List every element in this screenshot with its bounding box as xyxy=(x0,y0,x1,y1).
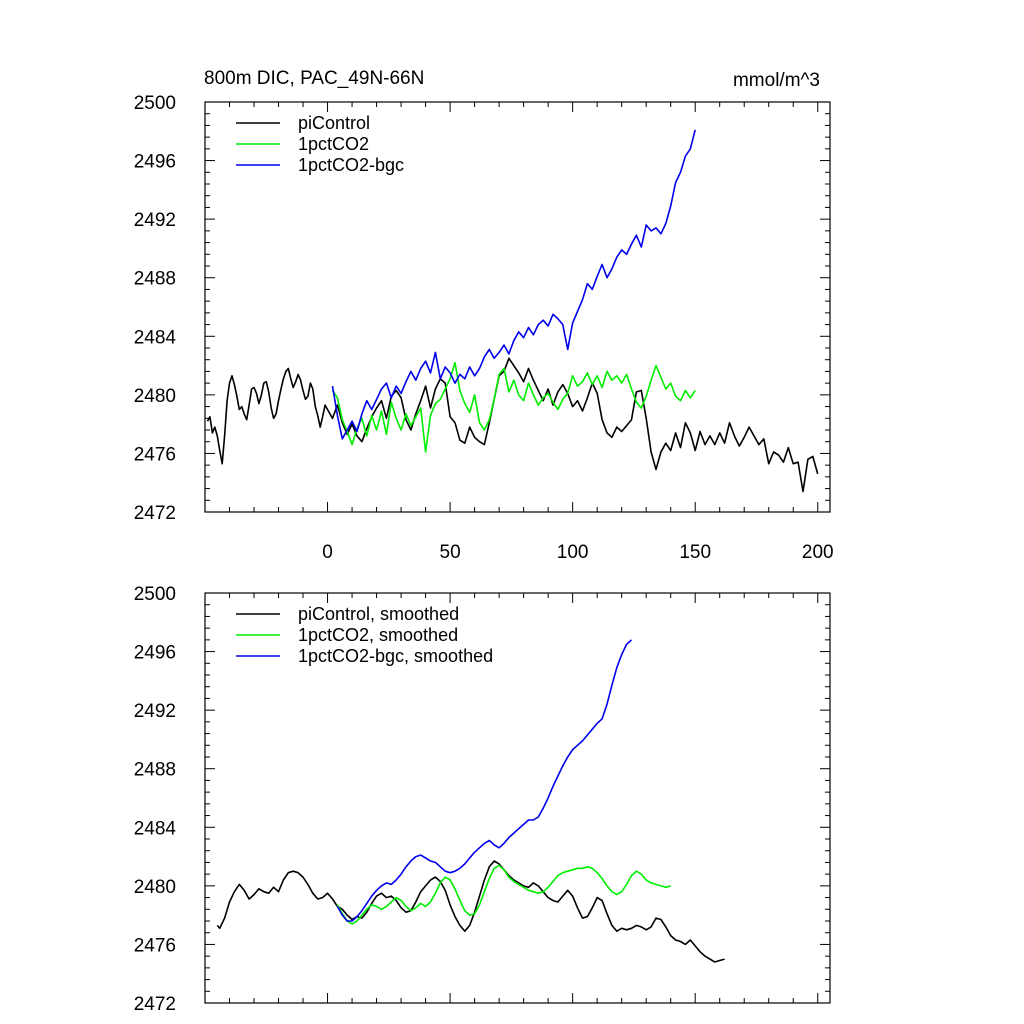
legend-label: piControl, smoothed xyxy=(298,604,459,624)
y-tick-label: 2488 xyxy=(134,269,176,290)
y-tick-label: 2472 xyxy=(134,503,176,524)
series-line-1pctco2-smoothed xyxy=(336,864,671,925)
x-tick-label: 0 xyxy=(322,542,333,563)
y-tick-label: 2476 xyxy=(134,444,176,465)
legend-label: piControl xyxy=(298,113,370,133)
series-line-picontrol xyxy=(206,357,819,493)
y-tick-label: 2500 xyxy=(134,584,176,605)
y-tick-label: 2476 xyxy=(134,935,176,956)
legend-label: 1pctCO2, smoothed xyxy=(298,625,458,645)
y-tick-label: 2500 xyxy=(134,93,176,114)
series-line-1pctco2-bgc-smoothed xyxy=(336,639,633,922)
series-line-picontrol-smoothed xyxy=(216,860,725,963)
x-tick-label: 50 xyxy=(440,542,461,563)
y-tick-label: 2484 xyxy=(134,818,177,839)
y-tick-label: 2480 xyxy=(134,877,176,898)
units-label: mmol/m^3 xyxy=(733,70,820,91)
legend-label: 1pctCO2-bgc, smoothed xyxy=(298,646,493,666)
legend-label: 1pctCO2-bgc xyxy=(298,155,404,175)
y-tick-label: 2488 xyxy=(134,760,176,781)
x-tick-label: 200 xyxy=(802,542,834,563)
y-tick-label: 2472 xyxy=(134,994,176,1015)
chart-title: 800m DIC, PAC_49N-66N xyxy=(204,68,424,89)
plot-frame xyxy=(204,101,831,513)
panel-1: 2472 2476 2480 2484 2488 2492 2496 2500 0 50 100 15… xyxy=(134,93,834,563)
y-tick-label: 2492 xyxy=(134,701,176,722)
x-tick-label: 100 xyxy=(557,542,589,563)
plot-frame xyxy=(204,592,831,1004)
y-tick-label: 2480 xyxy=(134,386,176,407)
x-tick-label: 150 xyxy=(679,542,711,563)
series-line-1pctco2-bgc xyxy=(331,129,696,440)
y-tick-label: 2496 xyxy=(134,643,176,664)
series-line-1pctco2 xyxy=(331,361,696,453)
y-tick-label: 2484 xyxy=(134,327,177,348)
y-tick-label: 2496 xyxy=(134,152,176,173)
y-tick-label: 2492 xyxy=(134,210,176,231)
legend-label: 1pctCO2 xyxy=(298,134,369,154)
panel-2: 2472 2476 2480 2484 2488 2492 2496 2500 piContro… xyxy=(134,584,831,1015)
